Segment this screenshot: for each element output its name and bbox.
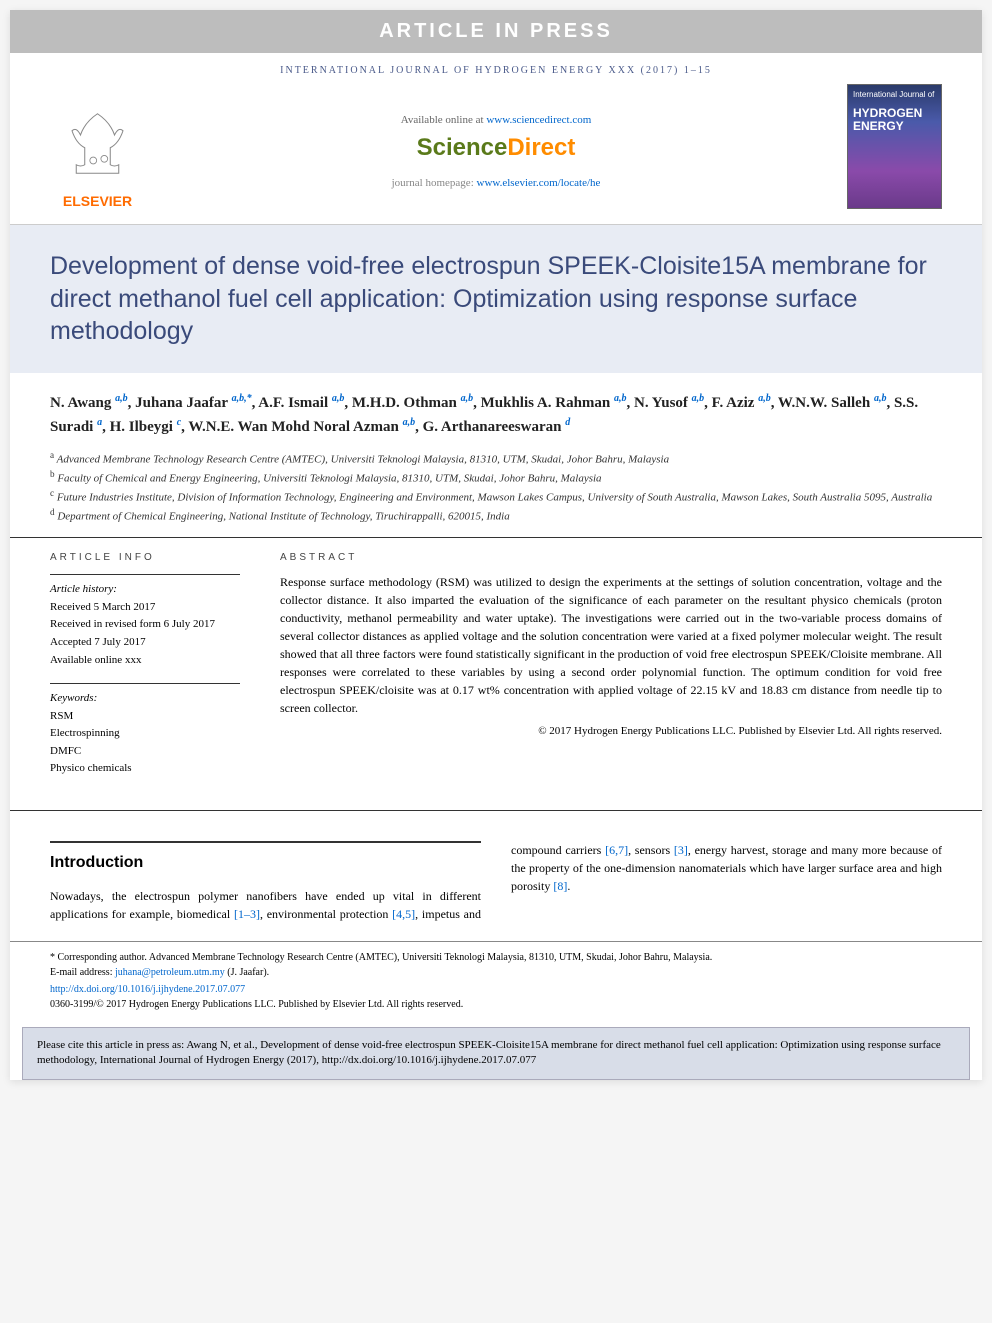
elsevier-logo: ELSEVIER [50, 101, 145, 209]
abstract-text: Response surface methodology (RSM) was u… [280, 573, 942, 717]
abstract-heading: ABSTRACT [280, 550, 942, 565]
article-in-press-banner: ARTICLE IN PRESS [10, 10, 982, 53]
introduction-heading: Introduction [50, 841, 481, 875]
citation-link[interactable]: [8] [553, 879, 567, 893]
footer-metadata: * Corresponding author. Advanced Membran… [10, 941, 982, 1027]
affiliations-block: a Advanced Membrane Technology Research … [10, 449, 982, 539]
article-info-heading: ARTICLE INFO [50, 550, 240, 566]
corresponding-email-link[interactable]: juhana@petroleum.utm.my [115, 967, 225, 978]
citation-link[interactable]: [1–3] [234, 907, 260, 921]
journal-cover-thumbnail: International Journal of HYDROGEN ENERGY [847, 84, 942, 209]
elsevier-wordmark: ELSEVIER [50, 193, 145, 209]
article-body: Introduction Nowadays, the electrospun p… [10, 811, 982, 941]
article-info-sidebar: ARTICLE INFO Article history: Received 5… [50, 550, 240, 792]
citation-box: Please cite this article in press as: Aw… [22, 1027, 970, 1080]
publisher-header: ELSEVIER Available online at www.science… [10, 84, 982, 225]
doi-link[interactable]: http://dx.doi.org/10.1016/j.ijhydene.201… [50, 982, 942, 997]
elsevier-tree-icon [55, 101, 140, 186]
sciencedirect-logo: ScienceDirect [165, 134, 827, 162]
article-title: Development of dense void-free electrosp… [50, 250, 942, 348]
citation-link[interactable]: [3] [674, 843, 688, 857]
journal-homepage-text: journal homepage: www.elsevier.com/locat… [165, 177, 827, 189]
journal-running-head: INTERNATIONAL JOURNAL OF HYDROGEN ENERGY… [10, 53, 982, 84]
author-list: N. Awang a,b, Juhana Jaafar a,b,*, A.F. … [10, 373, 982, 449]
journal-homepage-link[interactable]: www.elsevier.com/locate/he [477, 177, 601, 189]
email-line: E-mail address: juhana@petroleum.utm.my … [50, 965, 942, 980]
citation-link[interactable]: [6,7] [605, 843, 628, 857]
citation-link[interactable]: [4,5] [392, 907, 415, 921]
issn-copyright: 0360-3199/© 2017 Hydrogen Energy Publica… [50, 997, 942, 1012]
available-online-text: Available online at www.sciencedirect.co… [165, 114, 827, 126]
sciencedirect-link[interactable]: www.sciencedirect.com [486, 114, 591, 126]
corresponding-author: * Corresponding author. Advanced Membran… [50, 950, 942, 965]
abstract-column: ABSTRACT Response surface methodology (R… [280, 550, 942, 792]
abstract-copyright: © 2017 Hydrogen Energy Publications LLC.… [280, 723, 942, 740]
